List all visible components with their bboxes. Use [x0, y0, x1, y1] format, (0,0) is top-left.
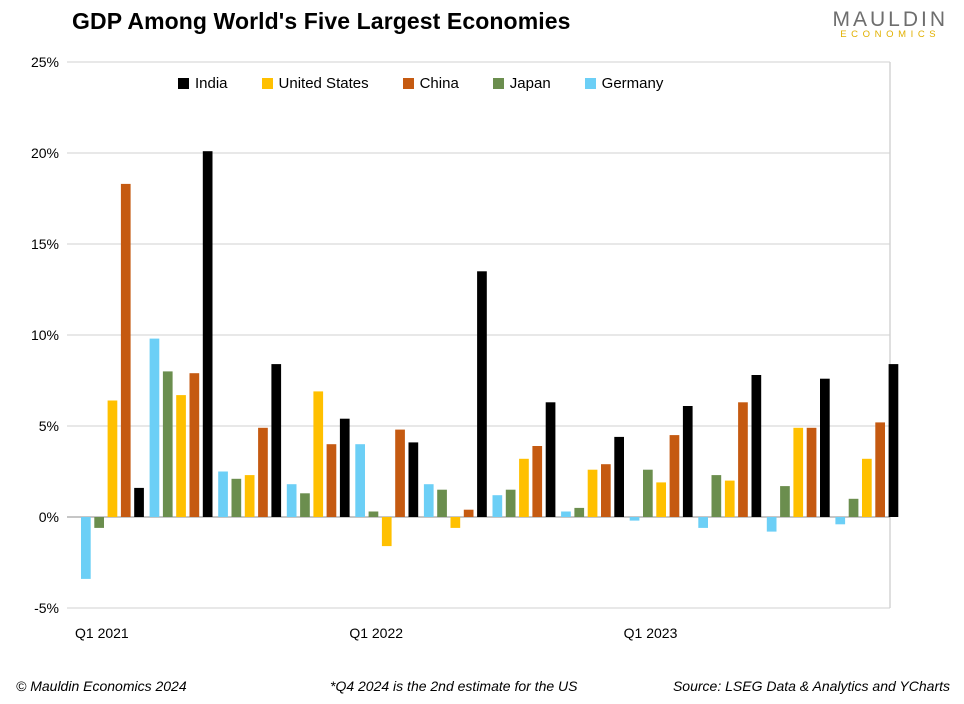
- legend-label: India: [195, 75, 228, 92]
- y-tick-label: 10%: [31, 327, 59, 343]
- bar-china: [532, 446, 543, 517]
- bar-india: [408, 442, 419, 517]
- bar-united-states: [587, 469, 598, 517]
- chart-legend: India United States China Japan Germany: [178, 75, 697, 92]
- bar-united-states: [793, 427, 804, 517]
- bar-japan: [94, 517, 104, 528]
- bar-germany: [492, 495, 503, 517]
- bar-india: [134, 487, 144, 517]
- legend-item-china: China: [402, 75, 459, 92]
- bar-china: [120, 183, 131, 517]
- bar-united-states: [313, 391, 324, 517]
- bar-india: [477, 271, 487, 517]
- bar-india: [202, 151, 213, 517]
- bar-japan: [505, 489, 516, 517]
- legend-label: Germany: [601, 75, 664, 92]
- bar-germany: [286, 484, 297, 517]
- bar-china: [875, 422, 885, 517]
- legend-swatch: [178, 78, 189, 89]
- bar-germany: [355, 444, 365, 517]
- footer-note: *Q4 2024 is the 2nd estimate for the US: [330, 678, 578, 694]
- bar-india: [751, 375, 762, 517]
- legend-item-india: India: [178, 75, 228, 92]
- bar-japan: [848, 498, 859, 517]
- bar-china: [189, 373, 200, 517]
- legend-label: United States: [278, 75, 369, 92]
- bar-germany: [629, 517, 640, 521]
- legend-swatch: [402, 78, 414, 89]
- y-tick-label: 15%: [31, 236, 59, 252]
- bar-japan: [711, 475, 722, 517]
- bar-china: [806, 427, 817, 517]
- bar-india: [271, 364, 282, 517]
- bar-united-states: [381, 517, 392, 547]
- bar-united-states: [862, 458, 872, 517]
- bar-india: [682, 406, 693, 517]
- y-tick-label: -5%: [34, 600, 59, 616]
- bar-china: [738, 402, 748, 517]
- bar-germany: [561, 511, 571, 517]
- logo-top-text: MAULDIN: [832, 8, 948, 31]
- bar-india: [339, 418, 350, 517]
- bar-united-states: [724, 480, 735, 517]
- bar-japan: [162, 371, 173, 517]
- bar-germany: [81, 517, 91, 579]
- bar-germany: [218, 471, 228, 517]
- legend-label: Japan: [509, 75, 551, 92]
- bar-india: [614, 436, 624, 517]
- bar-united-states: [176, 395, 186, 517]
- bar-japan: [231, 478, 242, 517]
- bar-united-states: [244, 475, 255, 517]
- bar-germany: [698, 517, 708, 528]
- bar-japan: [368, 511, 379, 517]
- legend-item-germany: Germany: [584, 75, 664, 92]
- bar-germany: [423, 484, 434, 517]
- chart-title: GDP Among World's Five Largest Economies: [72, 8, 571, 34]
- bar-united-states: [107, 400, 118, 517]
- legend-swatch: [261, 78, 273, 89]
- bar-japan: [780, 486, 790, 517]
- mauldin-logo: MAULDIN ECONOMICS: [832, 8, 948, 40]
- x-tick-label: Q1 2022: [349, 625, 403, 641]
- bar-japan: [437, 489, 447, 517]
- bar-china: [395, 429, 405, 517]
- y-tick-label: 25%: [31, 54, 59, 70]
- bar-japan: [574, 507, 585, 517]
- bar-united-states: [519, 458, 529, 517]
- y-tick-label: 0%: [39, 509, 59, 525]
- legend-swatch: [492, 78, 504, 89]
- logo-bottom-text: ECONOMICS: [840, 29, 941, 40]
- legend-swatch: [584, 78, 596, 89]
- bar-china: [326, 444, 337, 517]
- bar-china: [463, 509, 474, 517]
- footer-copyright: © Mauldin Economics 2024: [16, 678, 187, 694]
- bar-china: [601, 464, 611, 517]
- legend-item-united-states: United States: [261, 75, 369, 92]
- bar-china: [258, 427, 268, 517]
- legend-label: China: [419, 75, 459, 92]
- bar-germany: [149, 338, 160, 517]
- bar-india: [545, 402, 556, 517]
- bar-india: [820, 378, 830, 517]
- bar-china: [669, 435, 680, 517]
- x-tick-label: Q1 2021: [75, 625, 129, 641]
- bar-india: [888, 364, 899, 517]
- bar-united-states: [656, 482, 666, 517]
- bar-germany: [835, 517, 846, 525]
- bar-japan: [643, 469, 653, 517]
- x-tick-label: Q1 2023: [624, 625, 678, 641]
- y-tick-label: 5%: [39, 418, 59, 434]
- footer-source: Source: LSEG Data & Analytics and YChart…: [672, 678, 950, 694]
- legend-item-japan: Japan: [492, 75, 551, 92]
- y-tick-label: 20%: [31, 145, 59, 161]
- bar-united-states: [450, 517, 461, 528]
- bar-germany: [766, 517, 777, 532]
- bar-japan: [300, 493, 310, 517]
